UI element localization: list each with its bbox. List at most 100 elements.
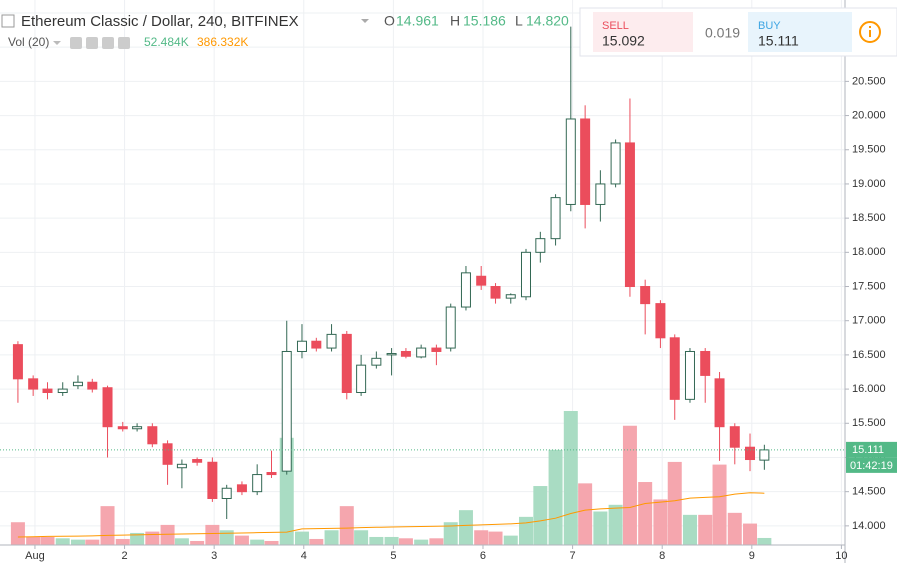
low-value: 14.820 bbox=[526, 13, 569, 29]
volume-bar bbox=[458, 510, 473, 545]
volume-bar bbox=[653, 499, 668, 545]
volume-bar bbox=[130, 532, 145, 545]
candle-body bbox=[356, 364, 367, 394]
axes: 14.00014.50015.00015.50016.00016.50017.0… bbox=[25, 7, 897, 562]
y-tick-label: 18.000 bbox=[852, 246, 886, 258]
volume-bar bbox=[55, 538, 70, 545]
symbol-title[interactable]: Ethereum Classic / Dollar, 240, BITFINEX bbox=[21, 13, 299, 30]
candle-body bbox=[520, 251, 531, 298]
candle-body bbox=[281, 350, 292, 472]
high-label: H bbox=[450, 13, 460, 29]
collapse-icon[interactable] bbox=[1, 14, 15, 28]
candle-body bbox=[28, 378, 39, 390]
y-tick-label: 17.500 bbox=[852, 280, 886, 292]
y-tick-label: 20.000 bbox=[852, 109, 886, 121]
x-tick-label: 4 bbox=[301, 550, 307, 562]
dropdown-icon[interactable] bbox=[361, 19, 369, 23]
sell-price[interactable]: 15.092 bbox=[602, 33, 645, 49]
x-tick-label: 7 bbox=[570, 550, 576, 562]
sell-button[interactable] bbox=[593, 12, 693, 52]
x-tick-label: Aug bbox=[25, 550, 45, 562]
y-tick-label: 19.500 bbox=[852, 144, 886, 156]
candle-body bbox=[580, 118, 591, 205]
info-icon[interactable] bbox=[859, 21, 881, 43]
settings-icon[interactable] bbox=[86, 37, 98, 49]
candle-body bbox=[72, 381, 83, 387]
volume-bar bbox=[757, 537, 772, 545]
volume-bar bbox=[309, 538, 324, 545]
candle-body bbox=[460, 272, 471, 308]
candle-body bbox=[535, 238, 546, 253]
candle-body bbox=[595, 183, 606, 205]
x-tick-label: 3 bbox=[211, 550, 217, 562]
volume-bar bbox=[264, 540, 279, 545]
candle-body bbox=[266, 472, 277, 476]
volume-bar bbox=[414, 539, 429, 545]
candle-body bbox=[505, 294, 516, 299]
eye-icon[interactable] bbox=[70, 37, 82, 49]
candle-body bbox=[252, 474, 263, 493]
candle-body bbox=[416, 347, 427, 358]
dropdown-icon[interactable] bbox=[53, 41, 61, 45]
open-value: 14.961 bbox=[396, 13, 439, 29]
candle-body bbox=[759, 449, 770, 461]
candle-body bbox=[341, 333, 352, 394]
volume-bar bbox=[548, 449, 563, 545]
more-icon[interactable] bbox=[118, 37, 130, 49]
volume-bar bbox=[429, 538, 444, 545]
spread: 0.019 bbox=[705, 25, 740, 41]
high-value: 15.186 bbox=[463, 13, 506, 29]
candle-body bbox=[147, 426, 158, 445]
volume-bar bbox=[593, 511, 608, 545]
candle-body bbox=[669, 337, 680, 400]
candle-body bbox=[221, 487, 232, 500]
buy-price[interactable]: 15.111 bbox=[758, 33, 799, 49]
volume-bar bbox=[667, 461, 682, 545]
buy-label[interactable]: BUY bbox=[758, 20, 781, 32]
y-tick-label: 18.500 bbox=[852, 212, 886, 224]
volume-bar bbox=[563, 411, 578, 545]
add-icon[interactable] bbox=[102, 37, 114, 49]
x-tick-label: 6 bbox=[480, 550, 486, 562]
candle-body bbox=[192, 459, 203, 463]
candle-body bbox=[311, 340, 322, 349]
candle-body bbox=[684, 350, 695, 400]
volume-bar bbox=[234, 535, 249, 545]
volume-bar bbox=[398, 538, 413, 545]
volume-bar bbox=[743, 523, 758, 545]
volume-bar bbox=[369, 536, 384, 545]
x-tick-label: 9 bbox=[749, 550, 755, 562]
candle-body bbox=[12, 344, 23, 380]
candle-body bbox=[490, 286, 501, 299]
volume-bar bbox=[638, 482, 653, 545]
volume-bar bbox=[474, 530, 489, 545]
candle-body bbox=[386, 353, 397, 356]
volume-value: 52.484K bbox=[144, 35, 189, 49]
candle-body bbox=[87, 381, 98, 390]
candle-body bbox=[42, 388, 53, 394]
volume-bar bbox=[115, 538, 130, 545]
price-label: 15.111 bbox=[852, 444, 884, 456]
candle-body bbox=[700, 350, 711, 376]
y-tick-label: 15.500 bbox=[852, 417, 886, 429]
y-tick-label: 17.000 bbox=[852, 315, 886, 327]
volume-bar bbox=[294, 531, 309, 545]
candle-body bbox=[655, 303, 666, 339]
candle-body bbox=[57, 388, 68, 394]
volume-bar bbox=[682, 514, 697, 545]
candle-body bbox=[400, 350, 411, 357]
candle-body bbox=[176, 463, 187, 469]
volume-bar bbox=[70, 539, 85, 545]
candle-body bbox=[445, 306, 456, 349]
buy-button[interactable] bbox=[748, 12, 852, 52]
volume-bar bbox=[160, 524, 175, 545]
volume-label[interactable]: Vol (20) bbox=[8, 35, 49, 49]
x-tick-label: 5 bbox=[390, 550, 396, 562]
volume-bar bbox=[712, 464, 727, 545]
volume-bar bbox=[503, 535, 518, 545]
volume-ma-value: 386.332K bbox=[197, 35, 248, 49]
volume-bar bbox=[622, 425, 637, 545]
sell-label[interactable]: SELL bbox=[602, 20, 629, 32]
x-tick-label: 10 bbox=[835, 550, 847, 562]
overlay: Ethereum Classic / Dollar, 240, BITFINEX… bbox=[1, 7, 897, 57]
